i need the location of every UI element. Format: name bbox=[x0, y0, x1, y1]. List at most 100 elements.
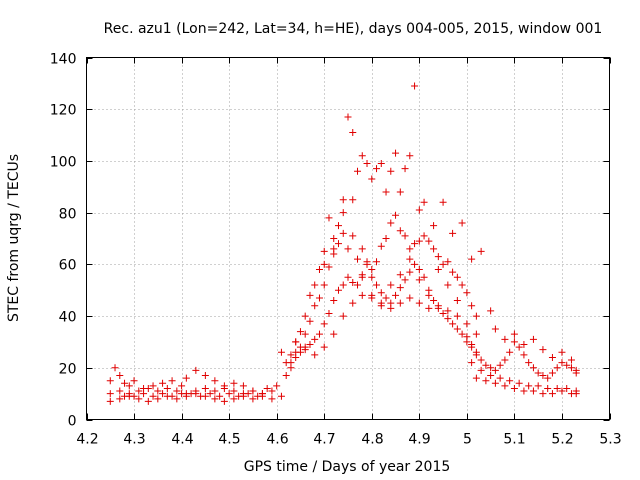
data-point bbox=[116, 387, 124, 395]
data-point bbox=[501, 356, 509, 364]
data-point bbox=[444, 315, 452, 323]
data-point bbox=[439, 309, 447, 317]
x-tick-label: 4.5 bbox=[218, 432, 240, 448]
data-point bbox=[106, 397, 114, 405]
data-point bbox=[539, 372, 547, 380]
data-point bbox=[449, 320, 457, 328]
data-point bbox=[553, 364, 561, 372]
y-axis-label: STEC from uqrg / TECUs bbox=[6, 154, 22, 322]
data-point bbox=[235, 392, 243, 400]
x-tick-label: 4.3 bbox=[123, 432, 145, 448]
axis-ticks bbox=[86, 57, 611, 421]
data-point bbox=[349, 299, 357, 307]
data-point bbox=[121, 379, 129, 387]
data-point bbox=[425, 291, 433, 299]
data-point bbox=[201, 384, 209, 392]
data-point bbox=[368, 273, 376, 281]
data-point bbox=[325, 309, 333, 317]
y-tick-label: 60 bbox=[59, 258, 77, 274]
data-point bbox=[434, 253, 442, 261]
data-point bbox=[420, 273, 428, 281]
y-tick-label: 100 bbox=[50, 155, 77, 171]
x-tick-label: 5.3 bbox=[599, 432, 621, 448]
data-point bbox=[439, 198, 447, 206]
data-point bbox=[382, 235, 390, 242]
data-point bbox=[396, 227, 404, 235]
data-point bbox=[567, 356, 575, 364]
data-point bbox=[472, 351, 480, 359]
data-point bbox=[567, 364, 575, 372]
data-point bbox=[273, 382, 281, 390]
data-point bbox=[477, 356, 485, 364]
data-point bbox=[201, 372, 209, 380]
data-point bbox=[491, 325, 499, 333]
data-point bbox=[277, 392, 285, 400]
data-point bbox=[178, 390, 186, 398]
data-point bbox=[154, 395, 162, 403]
data-point bbox=[330, 235, 338, 242]
data-point bbox=[434, 266, 442, 274]
data-point bbox=[463, 320, 471, 328]
data-point bbox=[453, 325, 461, 333]
data-point bbox=[168, 377, 176, 385]
data-point bbox=[263, 384, 271, 392]
data-point bbox=[135, 387, 143, 395]
data-point bbox=[496, 374, 504, 382]
data-point bbox=[463, 333, 471, 341]
data-point bbox=[159, 390, 167, 398]
data-point bbox=[420, 198, 428, 206]
data-point bbox=[325, 263, 333, 271]
x-tick-label: 4.2 bbox=[76, 432, 98, 448]
data-point bbox=[173, 395, 181, 403]
data-point bbox=[296, 328, 304, 336]
data-point bbox=[220, 384, 228, 392]
x-tick-label: 4.7 bbox=[313, 432, 335, 448]
data-point bbox=[125, 382, 133, 390]
data-point bbox=[515, 379, 523, 387]
data-point bbox=[358, 291, 366, 299]
chart-title: Rec. azu1 (Lon=242, Lat=34, h=HE), days … bbox=[104, 21, 603, 37]
data-point bbox=[520, 387, 528, 395]
data-point bbox=[558, 359, 566, 367]
data-point bbox=[482, 377, 490, 385]
x-tick-label: 4.4 bbox=[171, 432, 193, 448]
data-point bbox=[472, 374, 480, 382]
data-point bbox=[182, 374, 190, 382]
data-points bbox=[106, 82, 580, 405]
data-point bbox=[430, 222, 438, 230]
data-point bbox=[430, 297, 438, 305]
data-point bbox=[396, 284, 404, 292]
data-point bbox=[472, 330, 480, 338]
data-point bbox=[487, 372, 495, 380]
data-point bbox=[173, 387, 181, 395]
data-point bbox=[420, 232, 428, 240]
data-point bbox=[377, 302, 385, 310]
data-point bbox=[472, 312, 480, 320]
x-axis-label: GPS time / Days of year 2015 bbox=[244, 459, 451, 475]
data-point bbox=[430, 245, 438, 253]
data-point bbox=[487, 307, 495, 315]
data-point bbox=[477, 366, 485, 374]
data-point bbox=[453, 297, 461, 305]
data-point bbox=[563, 361, 571, 369]
data-point bbox=[225, 390, 233, 398]
data-point bbox=[544, 384, 552, 392]
data-point bbox=[154, 387, 162, 395]
data-point bbox=[563, 384, 571, 392]
data-point bbox=[406, 152, 414, 160]
data-point bbox=[453, 312, 461, 320]
data-point bbox=[116, 395, 124, 403]
data-point bbox=[477, 247, 485, 255]
data-point bbox=[192, 366, 200, 374]
data-point bbox=[539, 346, 547, 354]
data-point bbox=[315, 330, 323, 338]
data-point bbox=[325, 214, 333, 222]
data-point bbox=[444, 281, 452, 289]
data-point bbox=[468, 341, 476, 349]
data-point bbox=[553, 384, 561, 392]
data-point bbox=[392, 291, 400, 299]
data-point bbox=[491, 379, 499, 387]
data-point bbox=[506, 377, 514, 385]
data-point bbox=[301, 330, 309, 338]
data-point bbox=[320, 281, 328, 289]
